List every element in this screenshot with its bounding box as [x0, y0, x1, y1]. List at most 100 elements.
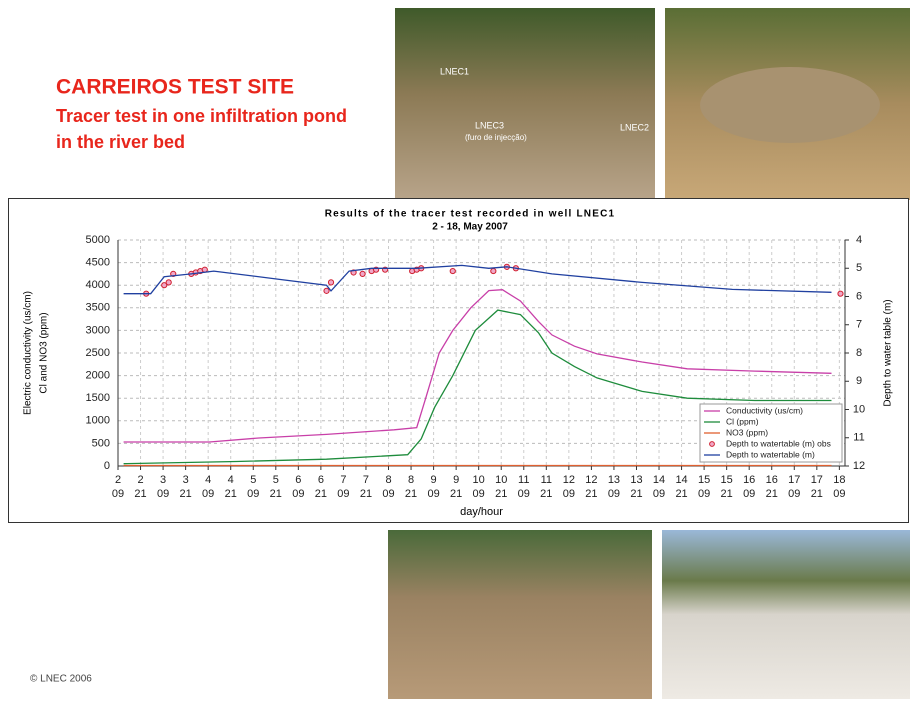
- x-tick-label: 09: [427, 488, 439, 500]
- y-axis-title: Cl and NO3 (ppm): [39, 312, 50, 393]
- chart-title: Results of the tracer test recorded in w…: [325, 209, 616, 220]
- y2-tick-label: 5: [856, 262, 862, 274]
- x-tick-day: 4: [228, 474, 234, 486]
- page: CARREIROS TEST SITE Tracer test in one i…: [0, 0, 910, 699]
- legend-label: NO3 (ppm): [726, 427, 768, 437]
- pond: [700, 67, 880, 143]
- x-tick-day: 17: [788, 474, 800, 486]
- x-tick-day: 15: [721, 474, 733, 486]
- x-tick-label: 09: [247, 488, 259, 500]
- y2-tick-label: 6: [856, 290, 862, 302]
- y2-tick-label: 4: [856, 234, 862, 246]
- x-tick-label: 09: [157, 488, 169, 500]
- photo: [395, 8, 655, 200]
- x-tick-day: 11: [518, 474, 529, 486]
- x-tick-day: 7: [363, 474, 369, 486]
- y-axis-title: Electric conductivity (us/cm): [23, 291, 34, 415]
- x-tick-day: 11: [541, 474, 552, 486]
- x-tick-day: 2: [115, 474, 121, 486]
- y-tick-label: 1500: [86, 392, 110, 404]
- x-tick-label: 21: [495, 488, 507, 500]
- copyright: © LNEC 2006: [30, 674, 92, 685]
- legend-label: Depth to watertable (m) obs: [726, 438, 831, 448]
- x-tick-label: 21: [450, 488, 462, 500]
- x-tick-day: 8: [408, 474, 414, 486]
- photo: [388, 530, 652, 699]
- obs-marker: [166, 280, 171, 285]
- x-tick-day: 3: [160, 474, 166, 486]
- x-tick-day: 16: [766, 474, 778, 486]
- y2-tick-label: 8: [856, 347, 862, 359]
- y-tick-label: 3500: [86, 302, 110, 314]
- x-tick-day: 16: [743, 474, 755, 486]
- y-tick-label: 1000: [86, 415, 110, 427]
- x-tick-label: 09: [292, 488, 304, 500]
- y2-tick-label: 11: [853, 432, 864, 444]
- x-tick-day: 14: [653, 474, 665, 486]
- x-tick-day: 9: [453, 474, 459, 486]
- x-tick-label: 21: [360, 488, 372, 500]
- x-tick-label: 09: [653, 488, 665, 500]
- x-tick-label: 21: [270, 488, 282, 500]
- x-tick-label: 09: [518, 488, 530, 500]
- x-tick-label: 09: [337, 488, 349, 500]
- slide: CARREIROS TEST SITE Tracer test in one i…: [0, 0, 910, 699]
- x-tick-label: 09: [202, 488, 214, 500]
- x-tick-day: 9: [431, 474, 437, 486]
- x-tick-day: 6: [318, 474, 324, 486]
- x-tick-day: 8: [385, 474, 391, 486]
- y2-tick-label: 12: [853, 460, 865, 472]
- x-tick-day: 5: [273, 474, 279, 486]
- x-tick-label: 21: [630, 488, 642, 500]
- x-tick-day: 3: [183, 474, 189, 486]
- x-tick-label: 21: [585, 488, 597, 500]
- obs-marker: [450, 268, 455, 273]
- x-tick-day: 17: [811, 474, 823, 486]
- x-tick-day: 15: [698, 474, 710, 486]
- legend-label: Depth to watertable (m): [726, 449, 815, 459]
- y-tick-label: 4500: [86, 257, 110, 269]
- x-tick-label: 09: [563, 488, 575, 500]
- x-tick-day: 14: [675, 474, 687, 486]
- x-tick-day: 5: [250, 474, 256, 486]
- subheading: Tracer test in one infiltration pond: [56, 106, 347, 126]
- legend-marker: [710, 442, 715, 447]
- obs-marker: [360, 271, 365, 276]
- x-tick-label: 21: [675, 488, 687, 500]
- x-tick-label: 09: [473, 488, 485, 500]
- x-tick-day: 7: [340, 474, 346, 486]
- x-tick-day: 12: [563, 474, 575, 486]
- photo-label: LNEC3: [475, 120, 504, 130]
- y-tick-label: 2000: [86, 370, 110, 382]
- x-tick-day: 13: [608, 474, 620, 486]
- x-tick-label: 21: [134, 488, 146, 500]
- x-tick-label: 21: [225, 488, 237, 500]
- y-tick-label: 2500: [86, 347, 110, 359]
- x-tick-day: 2: [137, 474, 143, 486]
- y-tick-label: 500: [92, 437, 110, 449]
- obs-marker: [838, 291, 843, 296]
- x-tick-day: 10: [495, 474, 507, 486]
- photo: [662, 530, 910, 699]
- x-tick-day: 18: [833, 474, 845, 486]
- y-tick-label: 5000: [86, 234, 110, 246]
- legend-label: Conductivity (us/cm): [726, 405, 803, 415]
- x-tick-day: 10: [473, 474, 485, 486]
- x-tick-label: 09: [608, 488, 620, 500]
- x-tick-day: 6: [295, 474, 301, 486]
- x-axis-title: day/hour: [460, 506, 503, 518]
- y2-tick-label: 7: [856, 319, 862, 331]
- y-tick-label: 3000: [86, 324, 110, 336]
- x-tick-label: 21: [811, 488, 823, 500]
- x-tick-label: 21: [315, 488, 327, 500]
- x-tick-label: 09: [382, 488, 394, 500]
- photo-label: LNEC2: [620, 122, 649, 132]
- x-tick-day: 13: [630, 474, 642, 486]
- x-tick-label: 09: [112, 488, 124, 500]
- legend-label: Cl (ppm): [726, 416, 759, 426]
- x-tick-label: 21: [721, 488, 733, 500]
- x-tick-label: 09: [743, 488, 755, 500]
- obs-marker: [324, 288, 329, 293]
- x-tick-label: 21: [180, 488, 192, 500]
- y-tick-label: 4000: [86, 279, 110, 291]
